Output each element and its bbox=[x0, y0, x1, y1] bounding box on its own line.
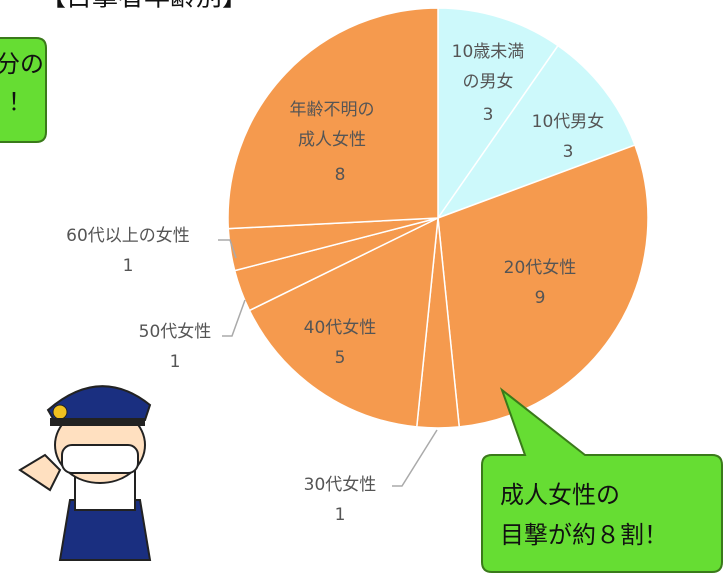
slice-label: 10代男女 bbox=[532, 112, 605, 132]
slice-label: 60代以上の女性 bbox=[66, 226, 190, 246]
slice-value: 3 bbox=[483, 105, 494, 125]
slice-label: 20代女性 bbox=[504, 258, 577, 278]
slice-label: 40代女性 bbox=[304, 318, 377, 338]
callout: 分の！ bbox=[0, 38, 46, 142]
slice-label: 50代女性 bbox=[139, 322, 212, 342]
leader-line bbox=[222, 300, 245, 336]
police-illustration bbox=[20, 386, 150, 560]
slice-value: 9 bbox=[535, 288, 546, 308]
chart-title: 【目撃者年齢別】 bbox=[40, 0, 248, 13]
slice-value: 1 bbox=[170, 352, 181, 372]
slice-value: 5 bbox=[335, 348, 346, 368]
slice-label: 30代女性 bbox=[304, 475, 377, 495]
slice-value: 1 bbox=[123, 256, 134, 276]
callout: 成人女性の目撃が約８割！ bbox=[482, 390, 722, 572]
slice-value: 3 bbox=[563, 142, 574, 162]
leader-line bbox=[392, 430, 437, 486]
slice-value: 8 bbox=[335, 165, 346, 185]
slice-value: 1 bbox=[335, 505, 346, 525]
chart: 【目撃者年齢別】 10歳未満の男女310代男女320代女性930代女性140代女… bbox=[0, 0, 728, 574]
